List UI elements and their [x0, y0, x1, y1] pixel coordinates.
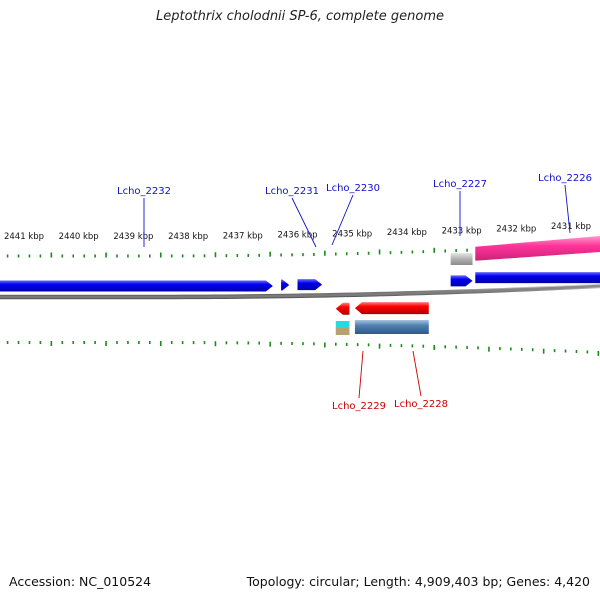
- kbp-label: 2439 kbp: [113, 232, 153, 242]
- gene-arrow-lcho-2230[interactable]: [297, 279, 323, 291]
- gene-arrow-lcho-2229[interactable]: [335, 302, 350, 315]
- label-lcho-2231[interactable]: Lcho_2231: [265, 186, 319, 197]
- accession-text: Accession: NC_010524: [9, 574, 152, 589]
- feature-box-cyan[interactable]: [335, 321, 350, 328]
- feature-band-steel[interactable]: [354, 320, 429, 334]
- kbp-label: 2431 kbp: [551, 222, 591, 232]
- feature-box-grey[interactable]: [450, 253, 473, 266]
- label-lcho-2226[interactable]: Lcho_2226: [538, 173, 592, 184]
- kbp-label: 2437 kbp: [223, 232, 263, 242]
- label-lcho-2227[interactable]: Lcho_2227: [433, 179, 487, 190]
- label-lcho-2229[interactable]: Lcho_2229: [332, 401, 386, 412]
- label-lcho-2230[interactable]: Lcho_2230: [326, 183, 380, 194]
- genome-backbone-core: [0, 284, 600, 299]
- gene-arrow-lcho-2232[interactable]: [0, 280, 273, 292]
- feature-box-tan[interactable]: [335, 328, 350, 335]
- gene-arrow-lcho-2226[interactable]: [475, 272, 600, 284]
- kbp-label: 2435 kbp: [332, 230, 372, 240]
- kbp-label: 2440 kbp: [59, 232, 99, 242]
- kbp-label: 2436 kbp: [277, 231, 317, 241]
- genome-summary-text: Topology: circular; Length: 4,909,403 bp…: [246, 574, 590, 589]
- leader-line-reverse: [358, 350, 364, 399]
- gene-arrow-lcho-2231[interactable]: [281, 279, 290, 291]
- map-title: Leptothrix cholodnii SP-6, complete geno…: [156, 9, 444, 24]
- kbp-label: 2434 kbp: [387, 228, 427, 238]
- kbp-label: 2438 kbp: [168, 232, 208, 242]
- label-lcho-2232[interactable]: Lcho_2232: [117, 186, 171, 197]
- kbp-label: 2433 kbp: [442, 226, 482, 236]
- feature-band-pink[interactable]: [475, 235, 600, 261]
- kbp-label: 2441 kbp: [4, 232, 44, 242]
- leader-line-forward: [291, 197, 317, 248]
- label-lcho-2228[interactable]: Lcho_2228: [394, 399, 448, 410]
- leader-line-reverse: [412, 350, 422, 397]
- leader-line-forward: [331, 194, 354, 246]
- gene-arrow-lcho-2227[interactable]: [450, 275, 473, 287]
- kbp-label: 2432 kbp: [496, 224, 536, 234]
- gene-arrow-lcho-2228[interactable]: [354, 302, 429, 315]
- leader-line-forward: [564, 184, 571, 234]
